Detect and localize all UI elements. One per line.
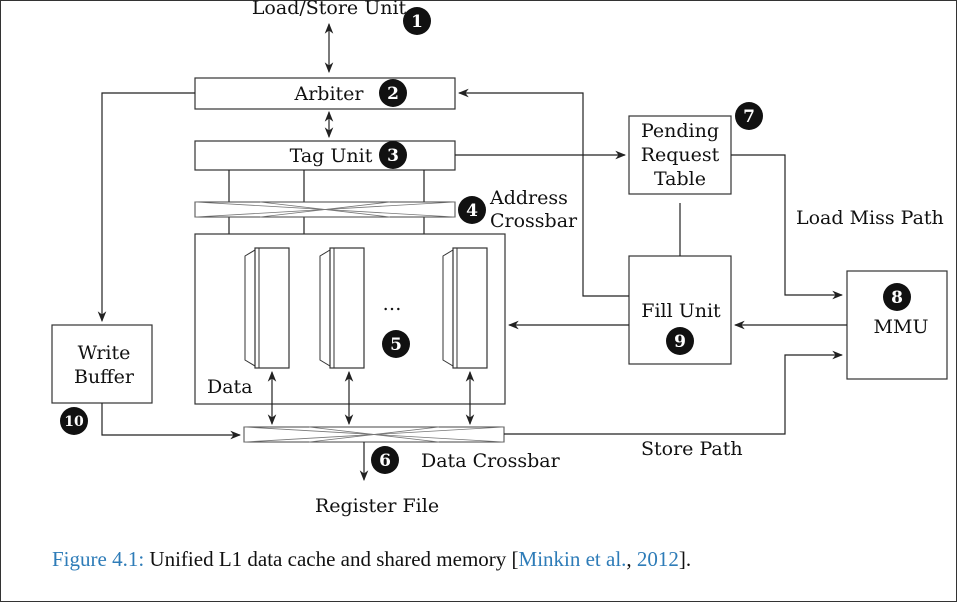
- write-buffer-label-1: Write: [78, 342, 131, 364]
- data-bank-1: [244, 247, 290, 369]
- store-path-label: Store Path: [641, 438, 743, 460]
- svg-text:1: 1: [411, 12, 423, 32]
- data-crossbar: [243, 426, 505, 443]
- banks-ellipsis: …: [383, 293, 402, 315]
- prt-label-1: Pending: [641, 120, 719, 142]
- store-path-arrow: [504, 350, 844, 435]
- load-store-unit-label: Load/Store Unit: [252, 0, 407, 19]
- data-crossbar-label: Data Crossbar: [421, 450, 561, 472]
- svg-text:5: 5: [390, 335, 402, 355]
- register-file-label: Register File: [315, 495, 439, 517]
- write-buffer-label-2: Buffer: [74, 366, 135, 388]
- prt-label-2: Request: [641, 144, 720, 166]
- svg-text:3: 3: [387, 146, 399, 166]
- badge-10: 10: [60, 407, 88, 435]
- address-crossbar: [194, 201, 456, 218]
- load-miss-path-label: Load Miss Path: [796, 207, 944, 229]
- badge-8: 8: [883, 283, 911, 311]
- svg-text:9: 9: [674, 332, 686, 352]
- svg-text:6: 6: [379, 451, 391, 471]
- arbiter-writebuffer-arrow: [97, 92, 195, 323]
- caption-comma: ,: [626, 547, 637, 571]
- figure-number: Figure 4.1:: [52, 547, 145, 571]
- prt-label-3: Table: [654, 168, 706, 190]
- citation-year-link[interactable]: 2012: [636, 547, 679, 571]
- data-label: Data: [207, 376, 253, 398]
- badge-7: 7: [735, 102, 763, 130]
- svg-text:10: 10: [64, 414, 84, 430]
- citation-author-link[interactable]: Minkin et al.: [518, 547, 627, 571]
- badge-4: 4: [458, 196, 486, 224]
- badge-2: 2: [379, 79, 407, 107]
- fill-unit-label: Fill Unit: [641, 300, 721, 322]
- address-crossbar-label-1: Address: [489, 187, 568, 209]
- badge-3: 3: [379, 141, 407, 169]
- badge-9: 9: [666, 327, 694, 355]
- svg-text:8: 8: [891, 288, 903, 308]
- data-bank-2: [319, 247, 365, 369]
- fill-arbiter-arrow: [457, 88, 629, 297]
- badge-1: 1: [403, 7, 431, 35]
- svg-text:4: 4: [466, 201, 478, 221]
- figure-caption: Figure 4.1: Unified L1 data cache and sh…: [52, 547, 691, 572]
- address-crossbar-label-2: Crossbar: [490, 210, 578, 232]
- load-miss-path-arrow: [731, 154, 844, 300]
- badge-5: 5: [382, 330, 410, 358]
- pending-request-table-box: [628, 115, 732, 195]
- badge-6: 6: [371, 446, 399, 474]
- arbiter-label: Arbiter: [293, 83, 364, 105]
- svg-text:2: 2: [387, 84, 399, 104]
- writebuffer-xbar-arrow: [101, 403, 242, 440]
- tag-unit-label: Tag Unit: [290, 145, 373, 167]
- caption-text: Unified L1 data cache and shared memory …: [144, 547, 519, 571]
- svg-text:7: 7: [743, 107, 755, 127]
- data-bank-3: [442, 247, 488, 369]
- write-buffer-box: [51, 324, 153, 404]
- caption-suffix: ].: [678, 547, 692, 571]
- mmu-label: MMU: [874, 316, 929, 338]
